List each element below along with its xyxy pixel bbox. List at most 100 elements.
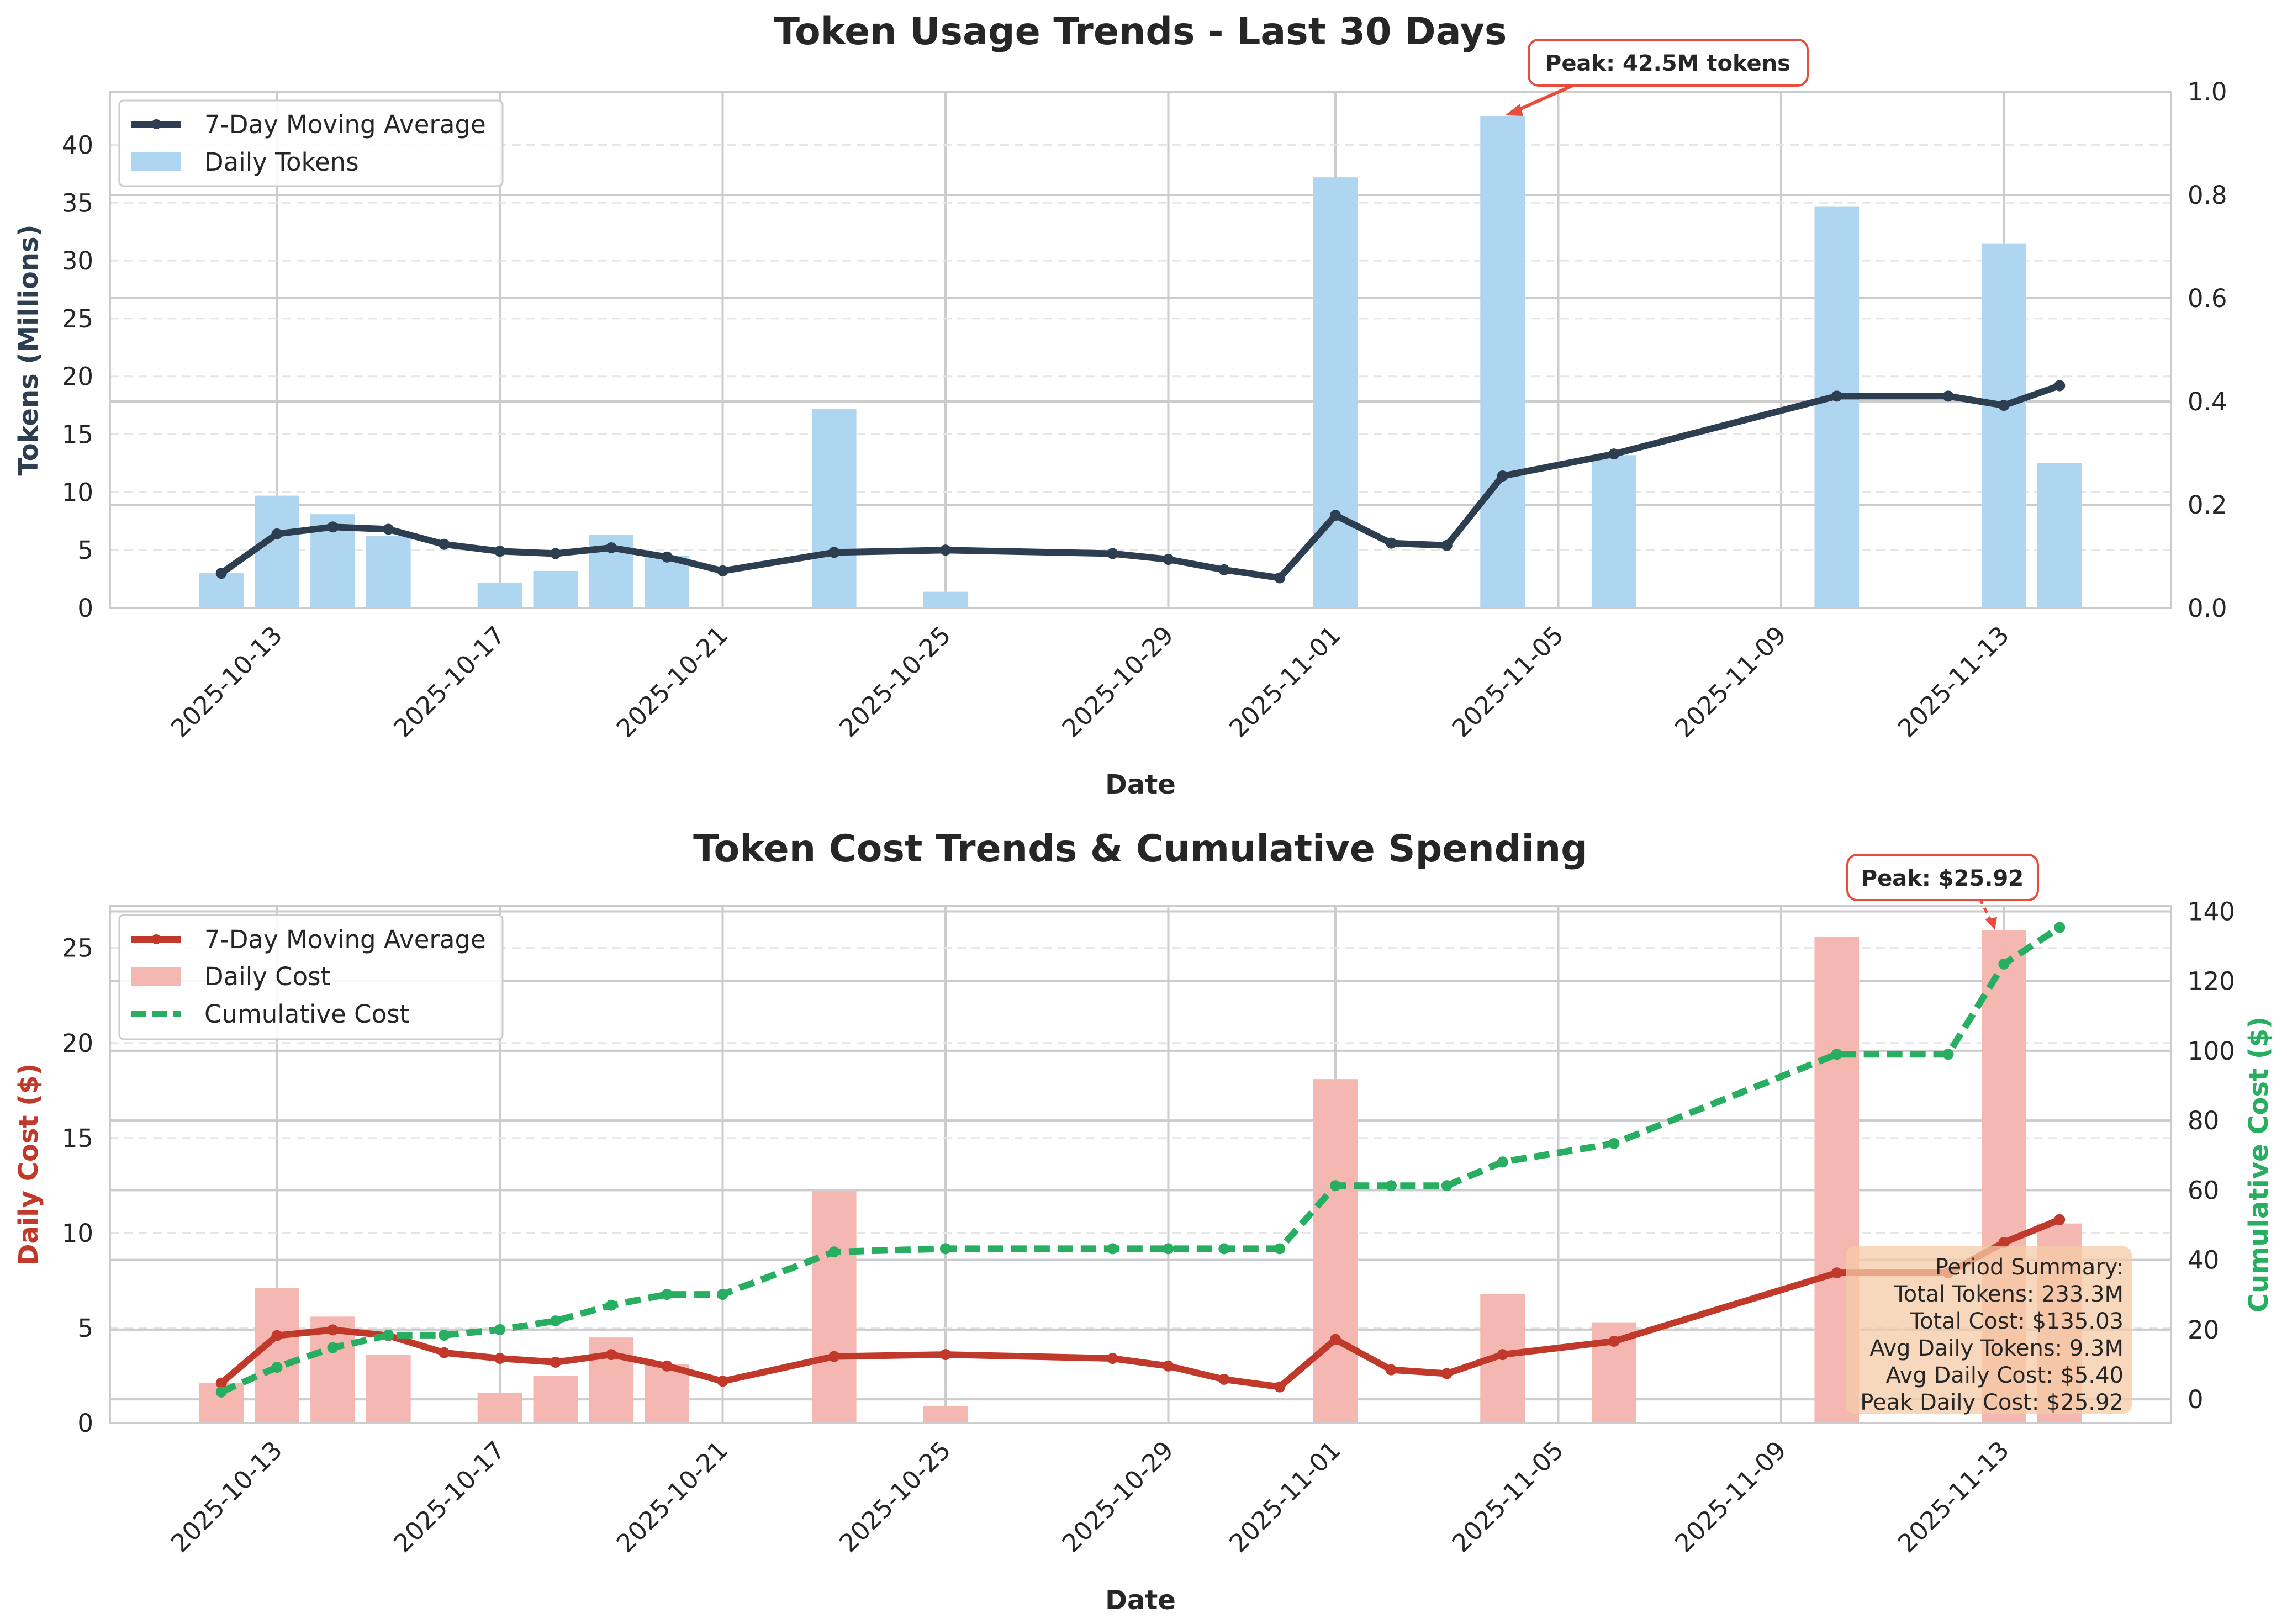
series-point [2054,1214,2066,1225]
series-point [1274,572,1286,584]
y2-tick-label: 0 [2188,1385,2204,1414]
y-tick-label: 0 [77,594,93,623]
summary-heading: Period Summary: [1935,1255,2124,1280]
bar [811,1191,857,1423]
series-point [1831,1267,1842,1279]
y-tick-label: 10 [62,1219,93,1248]
summary-total-cost: Total Cost: $135.03 [1909,1309,2124,1334]
y-tick-label: 25 [62,304,93,334]
y-tick-label: 30 [62,246,93,276]
token-peak-arrowhead [1505,104,1523,116]
y-tick-label: 5 [77,536,93,565]
legend-box [118,99,504,187]
series-point [1497,1349,1508,1361]
series-point [1274,1243,1286,1255]
series-point [1218,1243,1230,1255]
bar [645,556,689,608]
series-point [439,1347,450,1358]
series-point [828,547,840,558]
series-point [271,1330,283,1341]
series-point [439,1329,450,1341]
bar [923,591,968,608]
y2-tick-label: 0.4 [2188,387,2227,416]
series-point [1107,1243,1118,1255]
series-point [1998,958,2010,970]
daily-tokens-bars [199,116,2082,609]
series-point [1441,1180,1453,1192]
bar [1313,177,1358,608]
legend-label-daily-tokens: Daily Tokens [204,147,359,177]
legend-label-cost-ma: 7-Day Moving Average [204,925,486,954]
token-usage-y-label: Tokens (Millions) [13,224,44,475]
y2-tick-label: 100 [2188,1036,2235,1066]
y-tick-label: 15 [62,420,93,449]
series-point [2054,922,2066,933]
series-point [550,1356,561,1368]
series-point [1330,1334,1341,1345]
series-point [1107,548,1118,559]
y-tick-label: 35 [62,188,93,218]
bar [477,582,522,608]
token-usage-y-ticks: 0 5 10 15 20 25 30 35 40 [62,130,93,623]
y-tick-label: 15 [62,1124,93,1153]
series-point [605,542,617,553]
summary-peak-daily-cost: Peak Daily Cost: $25.92 [1860,1390,2124,1415]
series-point [828,1246,840,1258]
bar [477,1392,522,1423]
series-point [215,568,227,579]
series-point [1274,1381,1286,1393]
series-point [2054,380,2066,392]
series-point [271,1362,283,1373]
summary-avg-daily-cost: Avg Daily Cost: $5.40 [1886,1363,2124,1388]
series-point [215,1386,227,1398]
series-point [1107,1353,1118,1364]
legend-label-daily-cost: Daily Cost [204,962,330,991]
cumulative-cost-y-label: Cumulative Cost ($) [2243,1017,2274,1313]
token-usage-legend: 7-Day Moving Average Daily Tokens [118,99,504,187]
bar [533,1375,578,1423]
y2-tick-label: 0.6 [2188,284,2227,313]
y2-tick-label: 0.2 [2188,490,2227,520]
y2-tick-label: 60 [2188,1176,2219,1205]
y-tick-label: 5 [77,1314,93,1343]
token-cost-y-ticks: 0 5 10 15 20 25 [62,934,93,1438]
series-point [1385,1180,1397,1192]
series-point [1385,537,1397,549]
series-point [327,1342,339,1353]
y-tick-label: 20 [62,1029,93,1058]
bar [1814,206,1860,609]
y-tick-label: 25 [62,934,93,963]
token-cost-lines [215,922,2066,1398]
bar [2037,463,2082,608]
legend-label-token-ma: 7-Day Moving Average [204,110,486,139]
series-point [494,1324,506,1335]
cost-peak-box [1846,854,2039,901]
token-cost-right-ticks: 0 20 40 60 80 100 120 140 [2188,897,2235,1414]
token-usage-right-ticks: 0.0 0.2 0.4 0.6 0.8 1.0 [2188,77,2227,623]
series-point [939,1349,951,1361]
series-point [1218,1373,1230,1385]
series-point [1497,470,1508,482]
token-cost-x-label: Date [1105,1585,1176,1616]
series-point [828,1351,840,1362]
token-cost-title: Token Cost Trends & Cumulative Spending [693,827,1588,871]
token-cost-plot-frame [109,905,2172,1424]
series-point [327,1324,339,1336]
series-point [439,538,450,550]
token-usage-x-label: Date [1105,769,1176,800]
y2-tick-label: 20 [2188,1315,2219,1345]
bar [1480,116,1525,608]
bar [1313,1079,1358,1423]
y2-tick-label: 140 [2188,897,2235,926]
series-point [717,1376,728,1387]
cost-peak-arrowhead [1985,917,1997,930]
series-point [1831,390,1842,402]
series-point [717,1289,728,1300]
series-point [1998,400,2010,411]
legend-swatch-daily-tokens [131,152,181,171]
token-usage-plot-frame [109,91,2172,609]
series-point [1608,1138,1620,1149]
cost-peak-label: Peak: $25.92 [1861,866,2024,891]
token-cost-y-label: Daily Cost ($) [13,1064,44,1266]
